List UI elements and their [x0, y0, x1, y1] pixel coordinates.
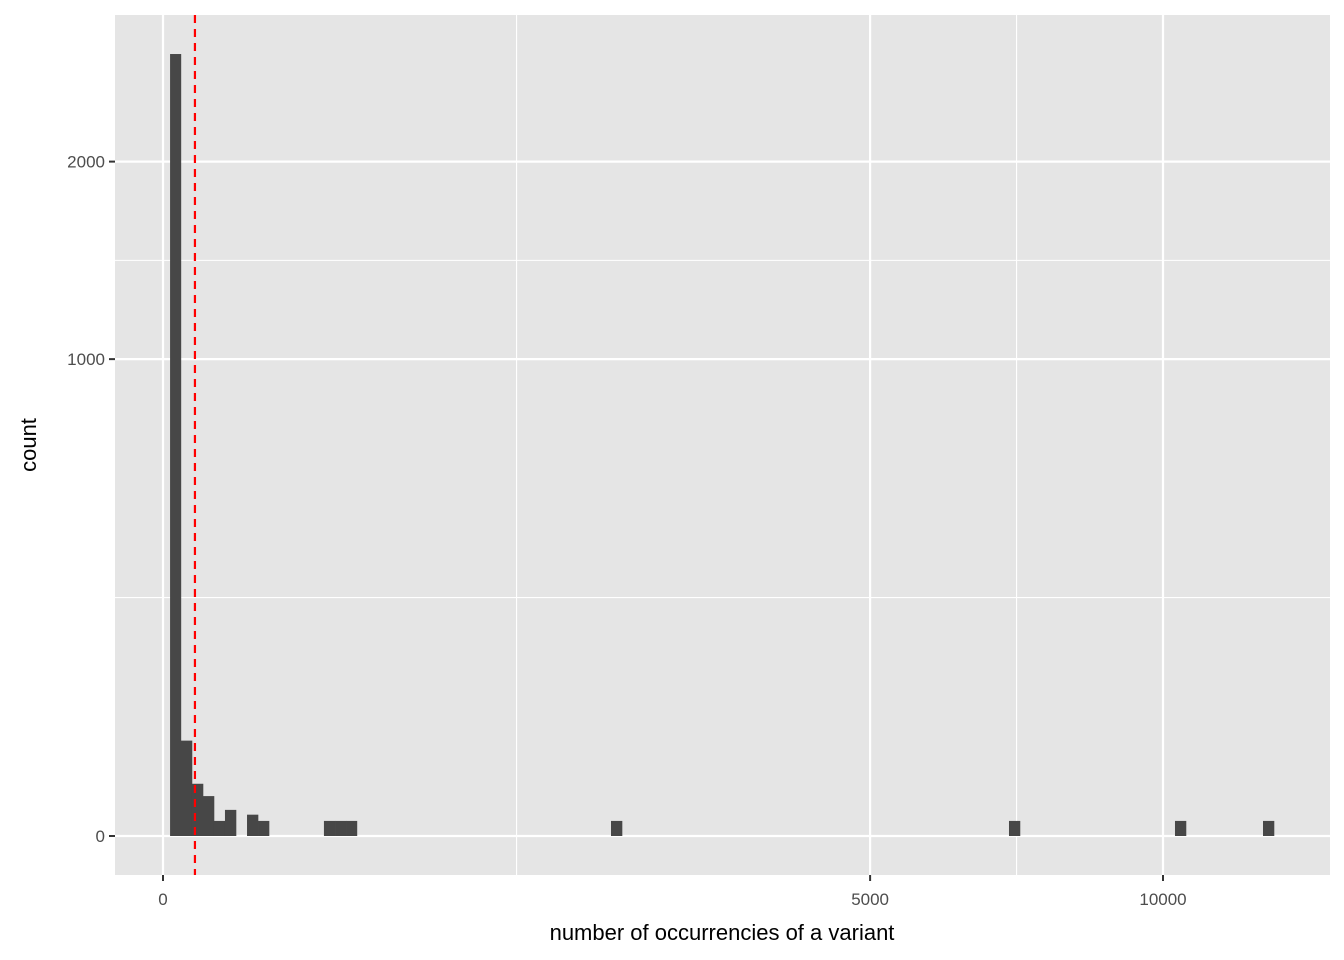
histogram-bar [203, 796, 215, 836]
x-axis-ticks: 0 5000 10000 [158, 875, 1187, 909]
x-tick-label: 10000 [1139, 890, 1186, 909]
histogram-bar [1008, 820, 1021, 836]
histogram-bar [1263, 820, 1275, 836]
histogram-bar [335, 820, 347, 836]
histogram-bar [170, 54, 182, 837]
bars [170, 54, 1275, 837]
histogram-bar [610, 820, 623, 836]
y-tick-label: 0 [96, 827, 105, 846]
major-gridlines [115, 15, 1330, 875]
histogram-bar [191, 783, 204, 836]
histogram-bar [224, 809, 237, 836]
histogram-bar [247, 814, 259, 836]
histogram-bar [213, 820, 226, 836]
y-tick-label: 1000 [67, 350, 105, 369]
histogram-bar [258, 820, 270, 836]
x-tick-label: 5000 [851, 890, 889, 909]
panel-background [115, 15, 1330, 875]
y-axis-ticks: 0 1000 2000 [67, 153, 115, 846]
histogram-bar [180, 740, 193, 836]
x-tick-label: 0 [158, 890, 167, 909]
y-tick-label: 2000 [67, 153, 105, 172]
histogram-bar [346, 820, 358, 836]
minor-gridlines [115, 15, 1330, 875]
histogram-bar [1174, 820, 1187, 836]
x-axis-label: number of occurrencies of a variant [550, 920, 895, 945]
y-axis-label: count [16, 418, 41, 472]
histogram-bar [323, 820, 336, 836]
